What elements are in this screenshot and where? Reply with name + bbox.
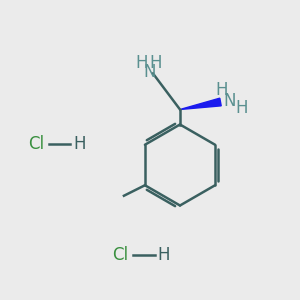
Text: Cl: Cl: [28, 135, 44, 153]
Text: N: N: [223, 92, 236, 110]
Text: H: H: [150, 54, 162, 72]
Text: H: H: [73, 135, 86, 153]
Text: N: N: [143, 63, 156, 81]
Text: H: H: [236, 99, 248, 117]
Text: Cl: Cl: [112, 246, 128, 264]
Text: H: H: [157, 246, 170, 264]
Text: H: H: [135, 54, 148, 72]
Polygon shape: [180, 98, 221, 110]
Text: H: H: [216, 81, 228, 99]
